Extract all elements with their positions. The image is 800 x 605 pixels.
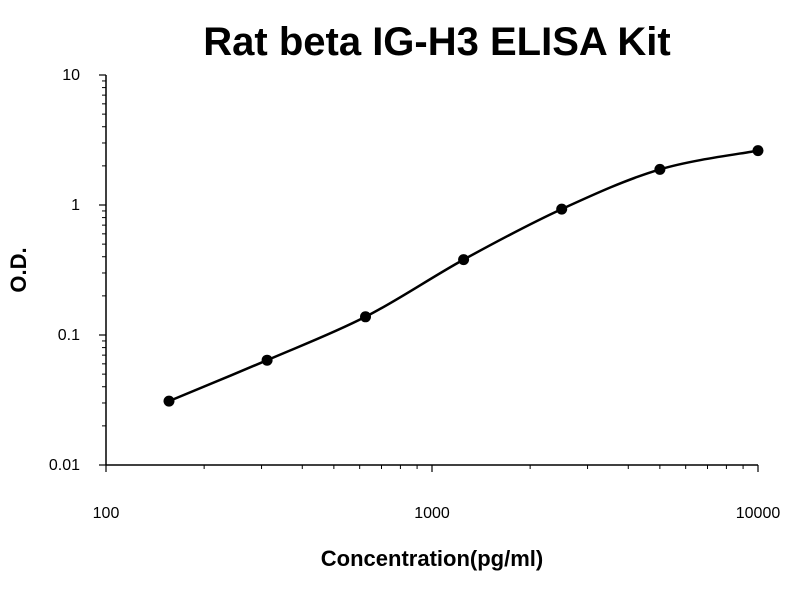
data-point [163,395,175,407]
fit-curve-layer [168,149,759,403]
chart-title: Rat beta IG-H3 ELISA Kit [203,20,670,64]
data-point [261,354,273,366]
data-points [163,145,764,407]
data-point [556,203,568,215]
x-tick-label: 1000 [414,505,450,522]
fit-curve [168,149,759,403]
data-point [752,145,764,157]
x-axis-title: Concentration(pg/ml) [321,546,543,571]
y-tick-label: 1 [71,197,80,214]
y-tick-label: 0.01 [49,457,80,474]
axes: 0.01 0.1 1 10 100 1000 10000 [49,67,780,522]
data-point [654,163,666,175]
x-tick-label: 10000 [736,505,781,522]
x-tick-label: 100 [93,505,120,522]
y-tick-label: 10 [62,67,80,84]
y-tick-label: 0.1 [58,327,80,344]
y-axis-title: O.D. [6,247,31,292]
data-point [360,311,371,323]
data-point [458,254,470,266]
